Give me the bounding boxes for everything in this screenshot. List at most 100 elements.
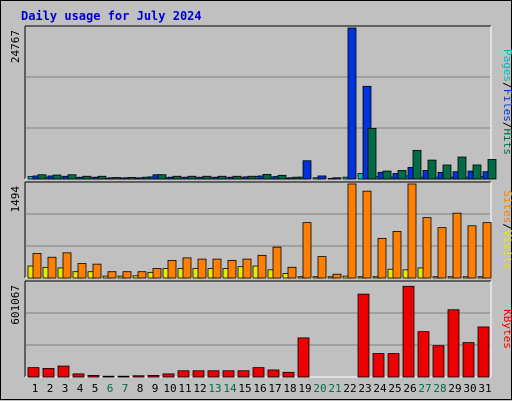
legend-label-files: Files (501, 89, 512, 122)
bar-sites-day-16 (257, 254, 267, 279)
bar-hits-day-6 (112, 177, 122, 180)
bar-files-day-22 (347, 27, 357, 180)
bar-kbytes-day-23 (357, 293, 370, 378)
x-axis-label-day-12: 12 (193, 382, 206, 395)
x-axis-label-day-9: 9 (152, 382, 159, 395)
bar-sites-day-20 (317, 256, 327, 279)
bar-hits-day-15 (247, 175, 257, 180)
bar-sites-day-31 (482, 222, 492, 279)
bar-sites-day-28 (437, 227, 447, 279)
bar-hits-day-17 (277, 174, 287, 180)
x-axis-label-day-23: 23 (358, 382, 371, 395)
bar-sites-day-5 (92, 263, 102, 279)
bar-sites-day-9 (152, 268, 162, 279)
bar-kbytes-day-9 (147, 375, 160, 378)
bar-sites-day-15 (242, 258, 252, 279)
bar-kbytes-day-31 (477, 326, 490, 378)
x-axis-label-day-27: 27 (418, 382, 431, 395)
bar-kbytes-day-10 (162, 373, 175, 378)
bar-hits-day-30 (472, 164, 482, 180)
bar-sites-day-12 (197, 258, 207, 279)
bar-sites-day-1 (32, 253, 42, 279)
legend-separator: / (501, 223, 512, 230)
bar-kbytes-day-7 (117, 375, 130, 378)
bar-kbytes-day-25 (387, 353, 400, 378)
bar-kbytes-day-18 (282, 371, 295, 378)
bar-hits-day-31 (487, 159, 497, 180)
bar-hits-day-5 (97, 175, 107, 180)
bar-sites-day-7 (122, 271, 132, 279)
x-axis-label-day-16: 16 (253, 382, 266, 395)
bar-files-day-21 (332, 177, 342, 180)
x-axis-label-day-21: 21 (328, 382, 341, 395)
bar-hits-day-10 (172, 175, 182, 180)
legend-kbytes: KBytes (501, 309, 512, 349)
bar-sites-day-13 (212, 258, 222, 279)
bar-sites-day-6 (107, 271, 117, 279)
x-axis-label-day-25: 25 (388, 382, 401, 395)
bar-hits-day-9 (157, 174, 167, 180)
bar-hits-day-27 (427, 159, 437, 180)
bar-sites-day-24 (377, 237, 387, 279)
x-axis-label-day-13: 13 (208, 382, 221, 395)
bar-hits-day-14 (232, 175, 242, 180)
legend-label-sites: Sites (501, 190, 512, 223)
legend-label-hits: Hits (501, 129, 512, 156)
bar-kbytes-day-27 (417, 331, 430, 378)
x-axis-label-day-14: 14 (223, 382, 237, 395)
bar-hits-day-2 (52, 174, 62, 180)
legend-separator: / (501, 122, 512, 129)
bar-kbytes-day-15 (237, 370, 250, 378)
bar-kbytes-day-6 (102, 375, 115, 378)
bar-hits-day-3 (67, 174, 77, 180)
bar-kbytes-day-2 (42, 367, 55, 378)
bar-kbytes-day-30 (462, 342, 475, 378)
bar-hits-day-4 (82, 175, 92, 180)
bar-kbytes-day-24 (372, 353, 385, 378)
bar-sites-day-23 (362, 190, 372, 279)
bar-hits-day-28 (442, 164, 452, 180)
bar-kbytes-day-13 (207, 370, 220, 378)
y-axis-max-label: 24767 (9, 30, 22, 63)
x-axis-label-day-4: 4 (77, 382, 84, 395)
x-axis-label-day-11: 11 (178, 382, 191, 395)
bar-sites-day-29 (452, 212, 462, 279)
bar-kbytes-day-3 (57, 365, 70, 378)
chart-title: Daily usage for July 2024 (21, 9, 202, 23)
legend-label-kbytes: KBytes (501, 309, 512, 349)
bar-kbytes-day-26 (402, 285, 415, 378)
bar-sites-day-19 (302, 222, 312, 279)
x-axis-label-day-18: 18 (283, 382, 296, 395)
bar-sites-day-17 (272, 246, 282, 279)
x-axis-label-day-3: 3 (62, 382, 69, 395)
x-axis-label-day-24: 24 (373, 382, 387, 395)
bar-sites-day-18 (287, 266, 297, 279)
bar-hits-day-29 (457, 156, 467, 180)
bar-kbytes-day-17 (267, 369, 280, 378)
bar-sites-day-30 (467, 225, 477, 279)
x-axis-label-day-22: 22 (343, 382, 356, 395)
x-axis-label-day-10: 10 (163, 382, 176, 395)
bar-hits-day-7 (127, 177, 137, 180)
bar-sites-day-21 (332, 273, 342, 279)
x-axis-label-day-26: 26 (403, 382, 416, 395)
bar-kbytes-day-11 (177, 370, 190, 378)
bar-kbytes-day-14 (222, 370, 235, 378)
bar-hits-day-11 (187, 175, 197, 180)
bar-sites-day-4 (77, 263, 87, 279)
bar-hits-day-23 (367, 127, 377, 180)
legend-label-visits: Visits (501, 230, 512, 270)
x-axis-label-day-7: 7 (122, 382, 129, 395)
bar-kbytes-day-16 (252, 367, 265, 378)
bar-files-day-20 (317, 175, 327, 180)
bar-hits-day-8 (142, 176, 152, 180)
bar-sites-day-2 (47, 256, 57, 279)
bar-sites-day-8 (137, 271, 147, 279)
bar-hits-day-13 (217, 175, 227, 180)
bar-sites-day-11 (182, 257, 192, 279)
bar-hits-day-1 (37, 174, 47, 180)
x-axis-label-day-8: 8 (137, 382, 144, 395)
legend-visits-sites: Sites/Visits (501, 190, 512, 270)
